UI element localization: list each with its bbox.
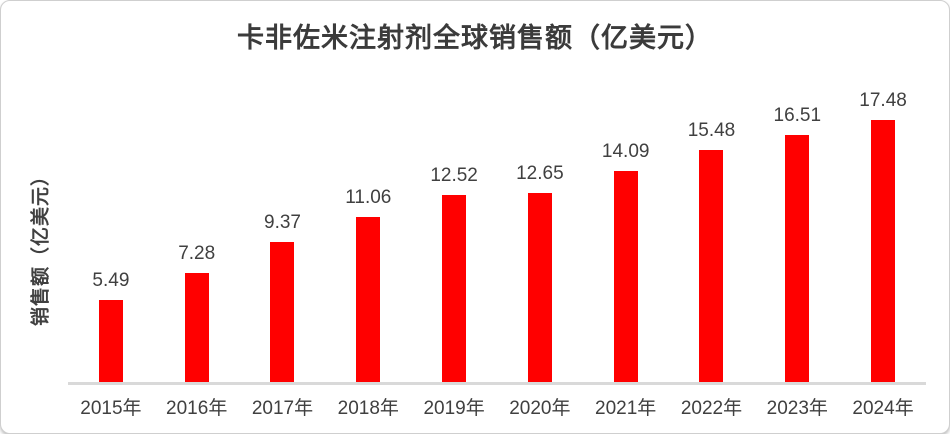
bar-value-label: 9.37 bbox=[264, 212, 301, 233]
bar bbox=[785, 135, 810, 383]
bar-column: 12.52 bbox=[411, 165, 497, 383]
bar-column: 14.09 bbox=[583, 141, 669, 383]
x-axis-tick-label: 2017年 bbox=[251, 398, 314, 419]
bar-column: 15.48 bbox=[669, 120, 755, 383]
bar-column: 9.37 bbox=[240, 212, 326, 383]
bar bbox=[613, 171, 638, 383]
bar-value-label: 12.52 bbox=[430, 165, 478, 186]
bar-value-label: 7.28 bbox=[178, 243, 216, 264]
bar-value-label: 17.48 bbox=[859, 90, 907, 111]
chart-title: 卡非佐米注射剂全球销售额（亿美元） bbox=[237, 23, 713, 53]
bar bbox=[270, 242, 295, 383]
x-axis-tick-label: 2021年 bbox=[595, 398, 657, 419]
x-axis-tick-label: 2015年 bbox=[80, 398, 142, 419]
bar-value-label: 16.51 bbox=[773, 105, 822, 126]
x-axis-tick-label: 2016年 bbox=[166, 398, 228, 419]
bar-column: 11.06 bbox=[325, 187, 411, 383]
bar bbox=[871, 120, 896, 383]
bar-column: 12.65 bbox=[497, 163, 583, 383]
bar-column: 17.48 bbox=[840, 90, 926, 383]
x-axis-tick-label: 2018年 bbox=[337, 398, 399, 419]
bar-column: 7.28 bbox=[154, 243, 240, 383]
plot-area: 5.49 7.28 9.37 11.06 12.52 12.65 14.09 15.48 16.… bbox=[68, 1, 926, 433]
bar-value-label: 15.48 bbox=[687, 120, 736, 141]
x-axis-line bbox=[68, 382, 926, 385]
bar-value-label: 14.09 bbox=[601, 141, 650, 162]
bar bbox=[527, 193, 552, 383]
x-axis-tick-label: 2022年 bbox=[680, 398, 743, 419]
bar bbox=[184, 273, 209, 383]
bar bbox=[699, 150, 724, 383]
bar-value-label: 12.65 bbox=[516, 163, 564, 184]
x-axis-labels: 2015年 2016年 2017年 2018年 2019年 2020年 2021年 2022年… bbox=[68, 393, 926, 420]
x-axis-tick-label: 2020年 bbox=[509, 398, 571, 419]
x-axis-tick-label: 2024年 bbox=[852, 398, 914, 419]
x-axis-tick-label: 2019年 bbox=[423, 398, 485, 419]
bar-column: 16.51 bbox=[754, 105, 840, 383]
bar bbox=[442, 195, 467, 383]
bar bbox=[98, 300, 123, 383]
x-axis-tick-label: 2023年 bbox=[766, 398, 828, 419]
y-axis-label: 销售额（亿美元） bbox=[30, 165, 52, 327]
bar-value-label: 5.49 bbox=[92, 270, 130, 291]
bars-row: 5.49 7.28 9.37 11.06 12.52 12.65 14.09 15.48 16.… bbox=[68, 1, 926, 383]
bar bbox=[356, 217, 381, 383]
bar-value-label: 11.06 bbox=[345, 187, 392, 208]
bar-column: 5.49 bbox=[68, 270, 154, 383]
